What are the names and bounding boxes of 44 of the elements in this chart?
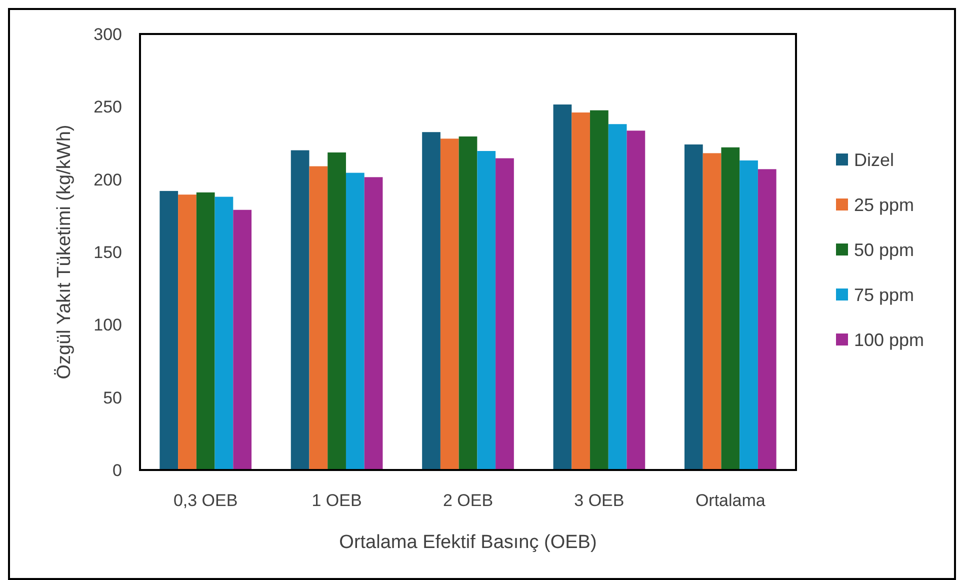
legend-label: 50 ppm <box>854 240 914 260</box>
bar <box>553 104 572 470</box>
bar <box>233 210 252 470</box>
bar <box>290 150 310 470</box>
legend-label: 25 ppm <box>854 194 914 215</box>
y-tick-label: 150 <box>94 242 122 262</box>
x-tick-label: 3 OEB <box>574 491 624 510</box>
y-tick-label: 100 <box>94 316 122 335</box>
bar <box>309 166 328 470</box>
bar <box>496 158 514 470</box>
legend-label: 100 ppm <box>854 330 924 350</box>
bar <box>702 153 722 470</box>
legend-label: Dizel <box>854 150 894 170</box>
x-axis-title: Ortalama Efektif Basınç (OEB) <box>339 532 597 553</box>
bar <box>477 150 496 470</box>
bar <box>346 172 364 470</box>
bar <box>196 192 215 470</box>
y-tick-label: 300 <box>94 24 122 44</box>
bar <box>328 152 346 470</box>
bar <box>458 136 478 470</box>
y-tick-label: 0 <box>112 460 122 480</box>
x-tick-label: 0,3 OEB <box>173 491 238 510</box>
bar <box>422 132 440 470</box>
bar <box>572 112 590 470</box>
y-tick-label: 50 <box>103 388 122 408</box>
y-axis-title: Özgül Yakıt Tüketimi (kg/kWh) <box>54 124 75 380</box>
y-tick-label: 200 <box>94 170 122 190</box>
y-tick-label: 250 <box>94 98 122 117</box>
bar <box>626 130 646 470</box>
x-tick-label: 2 OEB <box>442 491 494 510</box>
bar <box>740 160 758 470</box>
x-tick-label: Ortalama <box>695 491 766 510</box>
legend-label: 75 ppm <box>854 284 914 305</box>
x-tick-label: 1 OEB <box>312 491 362 510</box>
bar <box>758 169 776 470</box>
bar <box>364 177 383 470</box>
bar <box>214 196 234 470</box>
bar <box>160 190 178 470</box>
bar <box>684 144 703 470</box>
bar <box>590 110 608 470</box>
bar <box>721 147 740 470</box>
bar <box>608 124 627 470</box>
bar <box>178 194 196 470</box>
bar <box>440 138 459 470</box>
